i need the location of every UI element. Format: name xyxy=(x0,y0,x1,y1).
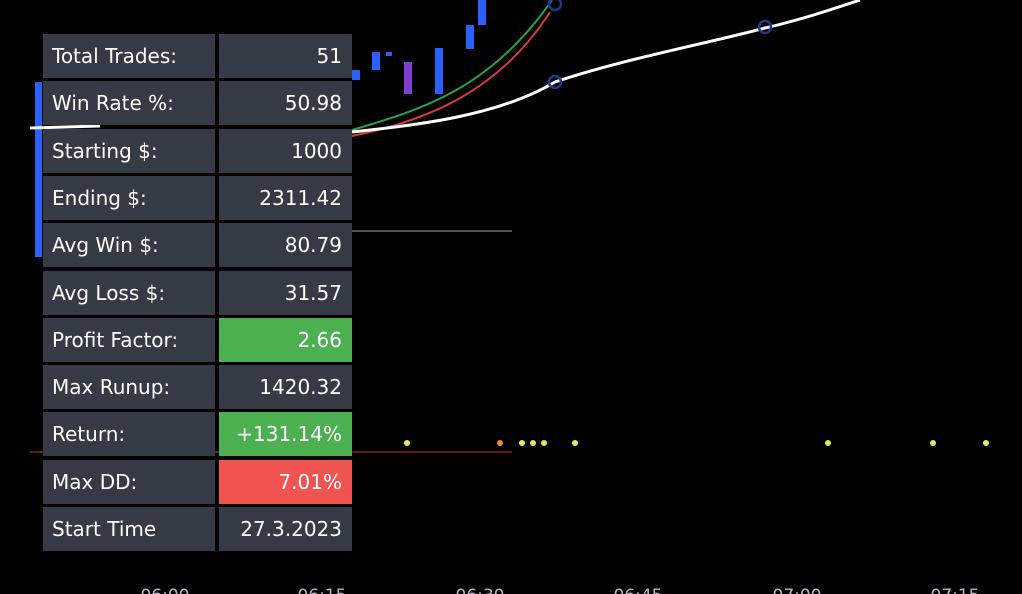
time-label: 06:30 xyxy=(456,586,505,594)
stat-value: 1000 xyxy=(219,128,352,173)
markers xyxy=(547,0,773,90)
stat-label: Avg Loss $: xyxy=(43,270,215,315)
signal-dots xyxy=(404,440,989,446)
stat-value: 80.79 xyxy=(219,223,352,268)
time-label: 07:00 xyxy=(773,586,822,594)
stat-label: Starting $: xyxy=(43,128,215,173)
stat-value: 7.01% xyxy=(219,459,352,504)
ma-fast xyxy=(351,0,553,131)
stat-label: Start Time xyxy=(43,507,215,551)
stat-value: 27.3.2023 xyxy=(219,507,352,551)
ma-slow xyxy=(29,0,861,134)
stat-value: 2311.42 xyxy=(219,175,352,220)
stat-value: 51 xyxy=(219,34,352,78)
candles xyxy=(35,0,486,257)
stat-label: Profit Factor: xyxy=(43,317,215,362)
stat-label: Max DD: xyxy=(43,459,215,504)
stat-label: Max Runup: xyxy=(43,365,215,410)
stat-label: Return: xyxy=(43,412,215,457)
stat-value: 2.66 xyxy=(219,317,352,362)
time-label: 06:15 xyxy=(298,586,347,594)
stat-label: Avg Win $: xyxy=(43,223,215,268)
stat-label: Total Trades: xyxy=(43,34,215,78)
stat-value: 1420.32 xyxy=(219,365,352,410)
time-label: 07:15 xyxy=(931,586,980,594)
stat-value: 31.57 xyxy=(219,270,352,315)
stat-label: Win Rate %: xyxy=(43,81,215,126)
stat-value: 50.98 xyxy=(219,81,352,126)
stat-label: Ending $: xyxy=(43,175,215,220)
stat-value: +131.14% xyxy=(219,412,352,457)
time-label: 06:00 xyxy=(141,586,190,594)
time-label: 06:45 xyxy=(614,586,663,594)
time-axis: 06:00 06:15 06:30 06:45 07:00 07:15 xyxy=(141,586,980,594)
